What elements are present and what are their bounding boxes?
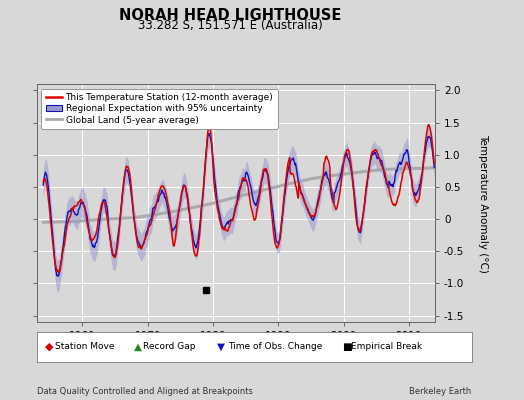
Text: Station Move: Station Move (55, 342, 115, 351)
Text: ■: ■ (342, 342, 352, 352)
Text: Record Gap: Record Gap (143, 342, 195, 351)
Legend: This Temperature Station (12-month average), Regional Expectation with 95% uncer: This Temperature Station (12-month avera… (41, 88, 278, 129)
Text: Empirical Break: Empirical Break (351, 342, 422, 351)
Text: ▼: ▼ (217, 342, 225, 352)
Text: ◆: ◆ (45, 342, 53, 352)
Text: 33.282 S, 151.571 E (Australia): 33.282 S, 151.571 E (Australia) (138, 20, 323, 32)
Text: ▲: ▲ (134, 342, 141, 352)
Text: Berkeley Earth: Berkeley Earth (409, 387, 472, 396)
Text: NORAH HEAD LIGHTHOUSE: NORAH HEAD LIGHTHOUSE (119, 8, 342, 24)
Text: Time of Obs. Change: Time of Obs. Change (228, 342, 322, 351)
Y-axis label: Temperature Anomaly (°C): Temperature Anomaly (°C) (478, 134, 488, 272)
Text: Data Quality Controlled and Aligned at Breakpoints: Data Quality Controlled and Aligned at B… (37, 387, 253, 396)
